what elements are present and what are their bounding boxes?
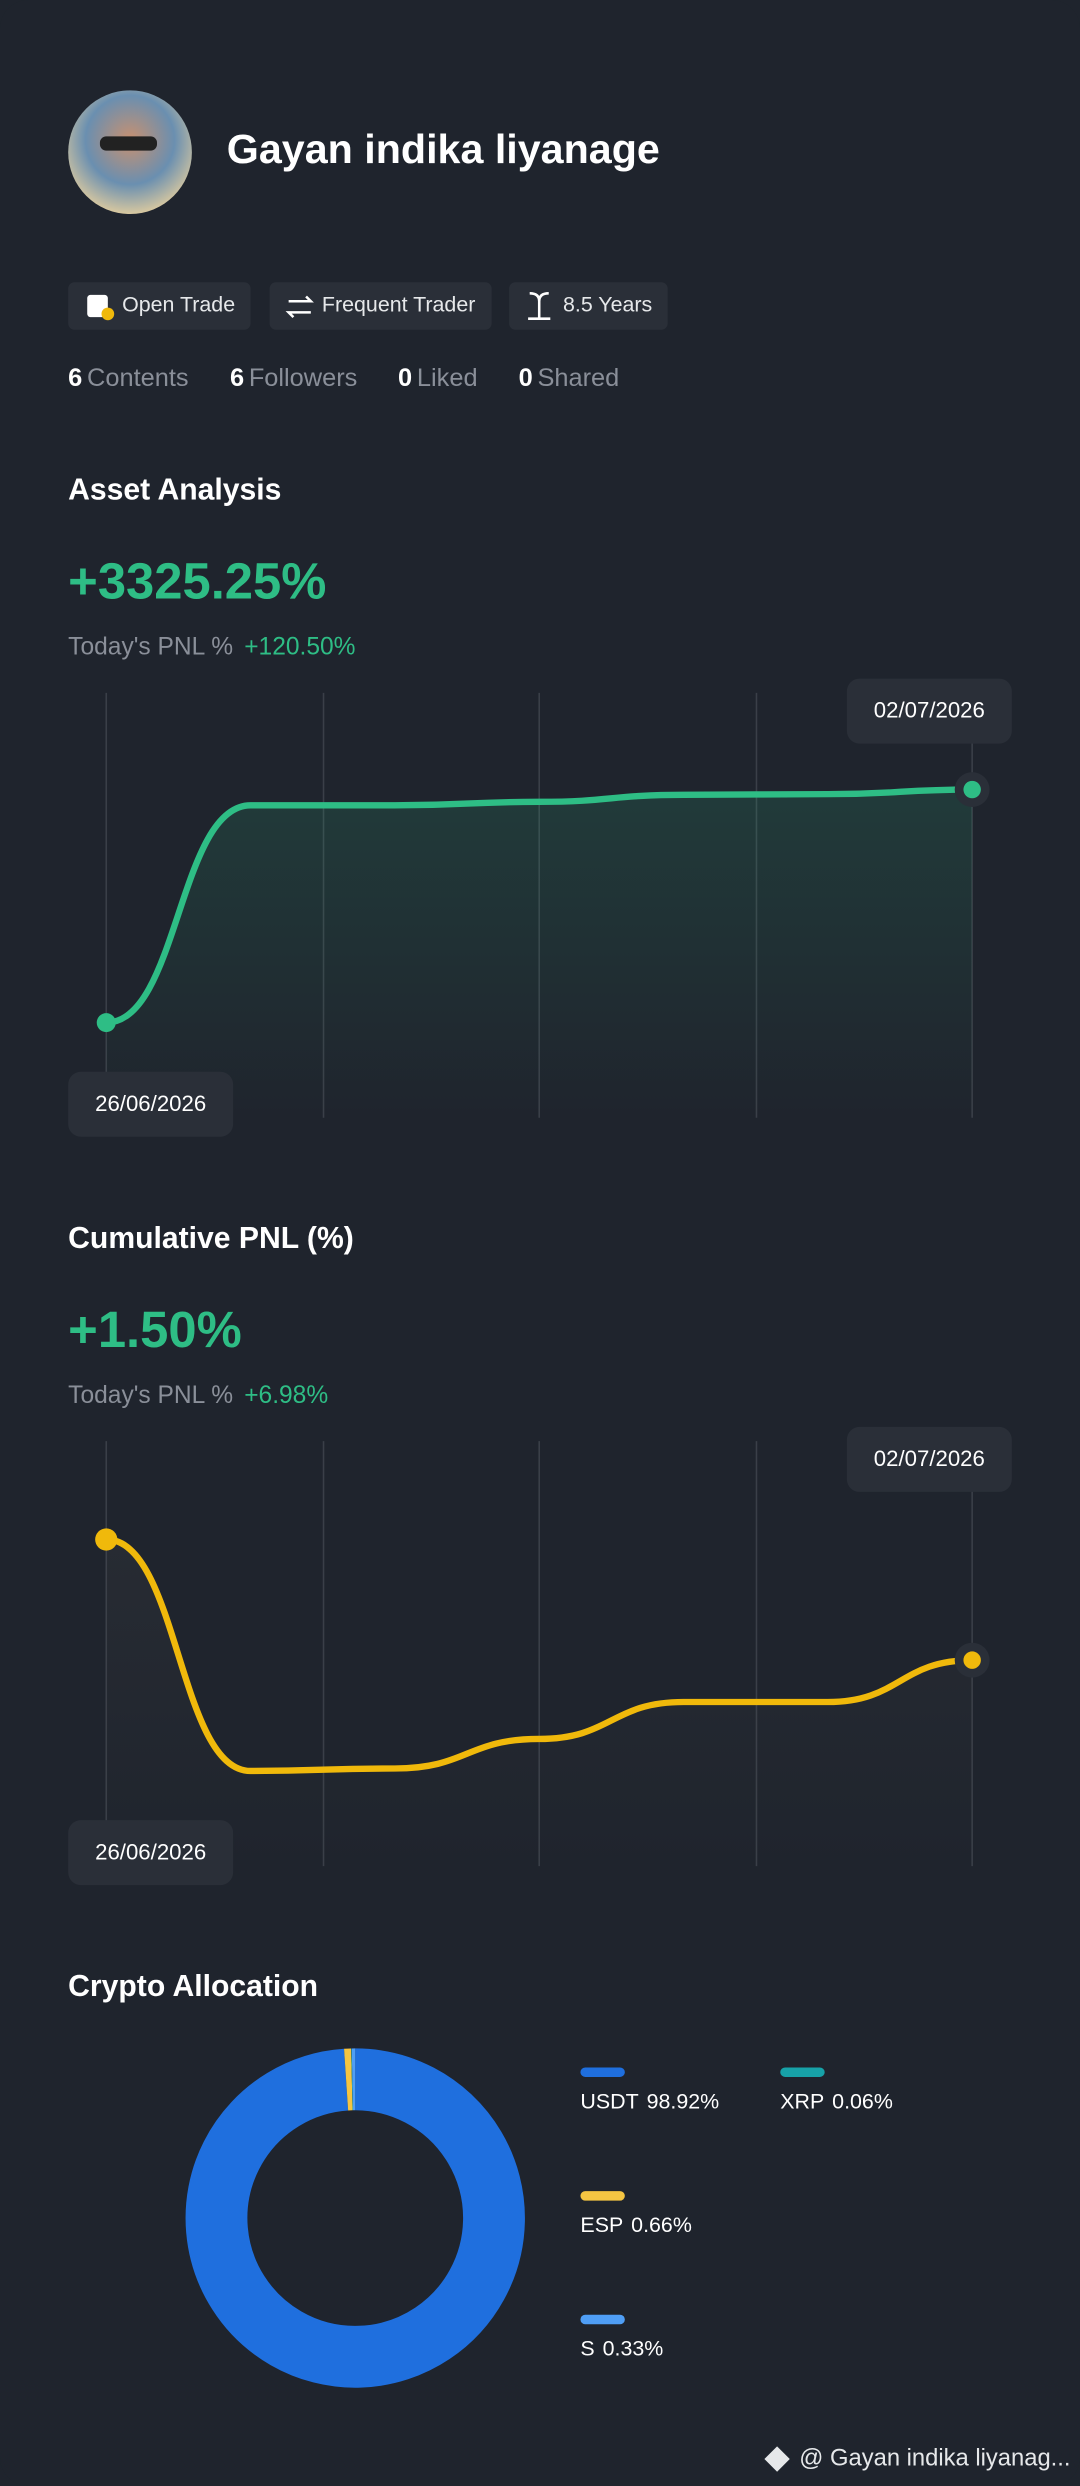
legend-entry: XRP 0.06% xyxy=(780,2089,893,2113)
badges: Open Trade Frequent Trader 8.5 Years xyxy=(68,282,668,330)
stat-count: 6 xyxy=(68,364,82,392)
badge-icon xyxy=(101,307,115,321)
stat-label: Liked xyxy=(417,364,478,392)
badge-label: Frequent Trader xyxy=(322,293,475,317)
stat: 0 Liked xyxy=(398,364,478,392)
area xyxy=(106,1539,973,1867)
legend-value: 0.33% xyxy=(603,2336,664,2360)
stat-label: Followers xyxy=(249,364,358,392)
user-name: Gayan indika liyanage xyxy=(227,126,660,172)
legend-swatch xyxy=(580,2314,625,2325)
legend-value: 0.06% xyxy=(832,2089,893,2113)
stats: 6 Contents 6 Followers 0 Liked 0 Shared xyxy=(68,364,619,392)
legend-entry: S 0.33% xyxy=(580,2336,663,2360)
legend-entry: USDT 98.92% xyxy=(580,2089,719,2113)
stat: 6 Followers xyxy=(230,364,357,392)
badge-icon xyxy=(285,295,314,318)
stat-count: 6 xyxy=(230,364,244,392)
legend-swatch xyxy=(780,2067,825,2077)
date-label: 26/06/2026 xyxy=(95,1839,206,1864)
date-tooltip xyxy=(846,1426,1012,1492)
legend-name: ESP xyxy=(580,2213,623,2237)
legend-name: USDT xyxy=(580,2089,638,2113)
end-point xyxy=(963,1651,981,1669)
start-point xyxy=(96,1013,116,1033)
legend-entry: ESP 0.66% xyxy=(580,2213,691,2237)
end-point xyxy=(963,780,981,799)
footer-text: @ Gayan indika liyanag... xyxy=(799,2444,1070,2471)
badge-label: 8.5 Years xyxy=(563,293,652,317)
date-tooltip xyxy=(846,678,1012,744)
headline-value: +3325.25% xyxy=(68,552,326,609)
date-label: 02/07/2026 xyxy=(874,698,985,723)
pnl-label: Today's PNL % xyxy=(68,634,233,661)
badge xyxy=(269,282,492,330)
stat: 0 Shared xyxy=(519,364,620,392)
date-tooltip xyxy=(68,1071,234,1137)
stat: 6 Contents xyxy=(68,364,188,392)
legend-name: XRP xyxy=(780,2089,824,2113)
stat-count: 0 xyxy=(398,364,412,392)
line xyxy=(103,786,976,1026)
date-tooltip xyxy=(68,1820,234,1886)
area xyxy=(106,789,973,1118)
legend-name: S xyxy=(580,2336,594,2360)
date-label: 02/07/2026 xyxy=(874,1446,985,1471)
badge-label: Open Trade xyxy=(122,293,235,317)
badge xyxy=(68,282,251,330)
start-point xyxy=(95,1528,118,1551)
headline-value: +1.50% xyxy=(68,1301,242,1358)
legend-value: 0.66% xyxy=(631,2213,692,2237)
charts: Asset Analysis +3325.25% Today's PNL % +120… xyxy=(68,473,1012,2388)
legend-swatch xyxy=(580,2067,625,2077)
legend-swatch xyxy=(580,2191,625,2201)
badge-icon xyxy=(528,292,551,320)
section-title: Asset Analysis xyxy=(68,473,281,506)
stat-label: Contents xyxy=(87,364,189,392)
section-title: Crypto Allocation xyxy=(68,1970,318,2003)
avatar-glasses xyxy=(99,136,158,151)
line xyxy=(103,1536,976,1775)
stat-label: Shared xyxy=(537,364,619,392)
legend-value: 98.92% xyxy=(647,2089,720,2113)
pnl-row: Today's PNL % +120.50% xyxy=(68,634,355,661)
date-label: 26/06/2026 xyxy=(95,1091,206,1116)
pnl-row: Today's PNL % +6.98% xyxy=(68,1382,328,1409)
section-title: Cumulative PNL (%) xyxy=(68,1222,354,1255)
pnl-label: Today's PNL % xyxy=(68,1382,233,1409)
donut-segment xyxy=(185,2048,525,2388)
pnl-value: +120.50% xyxy=(244,634,355,661)
pnl-value: +6.98% xyxy=(244,1382,328,1409)
stat-count: 0 xyxy=(519,364,533,392)
avatar[interactable] xyxy=(68,90,192,215)
